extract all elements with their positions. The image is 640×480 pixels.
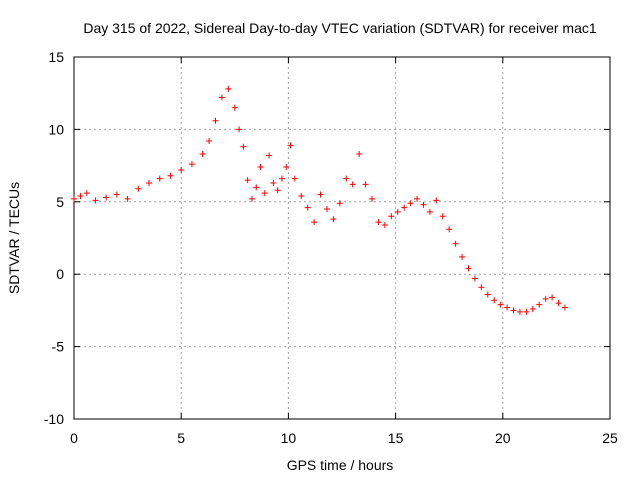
data-point xyxy=(336,200,343,207)
data-point xyxy=(240,143,247,150)
x-tick-label: 15 xyxy=(388,430,404,446)
data-point xyxy=(420,201,427,208)
data-point xyxy=(317,191,324,198)
data-point xyxy=(401,204,408,211)
data-point xyxy=(311,219,318,226)
plot-frame xyxy=(73,56,611,420)
data-point xyxy=(270,179,277,186)
data-point xyxy=(446,226,453,233)
data-point xyxy=(523,308,530,315)
data-point xyxy=(452,240,459,247)
data-point xyxy=(146,179,153,186)
data-point xyxy=(257,164,264,171)
data-point xyxy=(236,126,243,133)
data-point xyxy=(92,197,99,204)
data-point xyxy=(362,181,369,188)
data-point xyxy=(103,194,110,201)
data-point xyxy=(135,185,142,192)
grid-lines xyxy=(74,57,610,419)
y-tick-label: 15 xyxy=(48,49,64,65)
y-tick-label: -5 xyxy=(52,339,65,355)
data-point xyxy=(83,190,90,197)
data-point xyxy=(304,204,311,211)
data-point xyxy=(113,191,120,198)
data-point xyxy=(465,265,472,272)
data-point xyxy=(549,294,556,301)
data-point xyxy=(433,197,440,204)
data-point xyxy=(218,94,225,101)
data-point xyxy=(356,151,363,158)
data-point xyxy=(536,301,543,308)
data-point xyxy=(156,175,163,182)
data-point xyxy=(426,208,433,215)
data-point xyxy=(206,137,213,144)
data-point xyxy=(167,172,174,179)
data-point xyxy=(274,187,281,194)
x-tick-label: 20 xyxy=(495,430,511,446)
data-point xyxy=(388,213,395,220)
data-point xyxy=(349,181,356,188)
data-point xyxy=(199,151,206,158)
data-point xyxy=(330,216,337,223)
data-point xyxy=(188,161,195,168)
data-point xyxy=(287,142,294,149)
data-point xyxy=(471,275,478,282)
x-tick-label: 10 xyxy=(281,430,297,446)
data-point xyxy=(225,85,232,92)
data-point xyxy=(77,193,84,200)
data-point xyxy=(253,184,260,191)
x-axis-label: GPS time / hours xyxy=(287,457,394,473)
data-point xyxy=(561,304,568,311)
data-point xyxy=(283,164,290,171)
y-axis-label: SDTVAR / TECUs xyxy=(6,182,22,294)
data-point xyxy=(394,208,401,215)
axis-ticks: 0 5 10 15 20 25 -10 -5 0 5 10 15 xyxy=(44,49,618,446)
data-point xyxy=(369,195,376,202)
data-point xyxy=(516,308,523,315)
data-point xyxy=(278,175,285,182)
data-point xyxy=(298,193,305,200)
data-point xyxy=(439,213,446,220)
data-point xyxy=(261,190,268,197)
data-point xyxy=(478,284,485,291)
data-point xyxy=(542,295,549,302)
data-points xyxy=(71,85,568,315)
data-point xyxy=(291,175,298,182)
x-tick-label: 25 xyxy=(602,430,618,446)
data-point xyxy=(71,195,77,202)
data-point xyxy=(231,104,238,111)
data-point xyxy=(484,291,491,298)
x-tick-label: 0 xyxy=(70,430,78,446)
data-point xyxy=(510,307,517,314)
data-point xyxy=(459,253,466,260)
data-point xyxy=(407,200,414,207)
data-point xyxy=(248,195,255,202)
data-point xyxy=(504,304,511,311)
data-point xyxy=(178,166,185,173)
data-point xyxy=(414,195,421,202)
y-tick-label: 0 xyxy=(56,266,64,282)
chart-title: Day 315 of 2022, Sidereal Day-to-day VTE… xyxy=(83,20,596,36)
y-tick-label: -10 xyxy=(44,411,64,427)
data-point xyxy=(555,300,562,307)
data-point xyxy=(266,152,273,159)
data-point xyxy=(212,117,219,124)
data-point xyxy=(529,305,536,312)
data-point xyxy=(381,221,388,228)
x-tick-label: 5 xyxy=(177,430,185,446)
data-point xyxy=(375,219,382,226)
data-point xyxy=(491,297,498,304)
data-point xyxy=(323,206,330,213)
data-point xyxy=(124,195,131,202)
data-point xyxy=(497,301,504,308)
data-point xyxy=(244,177,251,184)
y-tick-label: 5 xyxy=(56,194,64,210)
y-tick-label: 10 xyxy=(48,121,64,137)
data-point xyxy=(343,175,350,182)
